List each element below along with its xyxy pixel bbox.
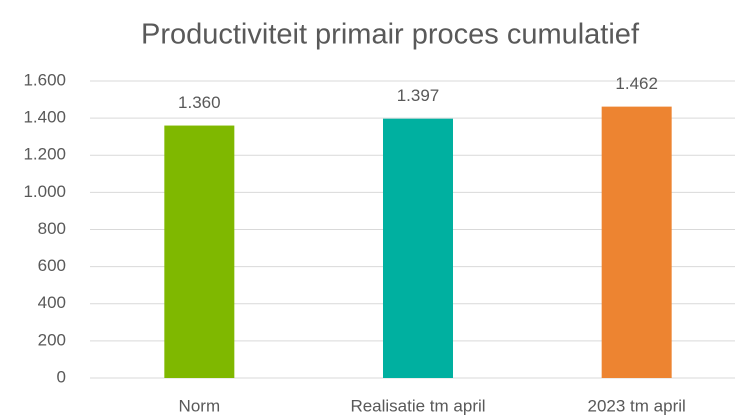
y-tick-label: 0 [57,367,66,386]
y-tick-label: 1.200 [23,145,66,164]
y-tick-label: 400 [38,293,66,312]
y-tick-label: 200 [38,330,66,349]
x-tick-label: Norm [179,396,221,415]
x-tick-label: 2023 tm april [588,396,686,415]
y-tick-label: 800 [38,219,66,238]
bar [383,118,453,378]
bar [164,125,235,378]
data-label: 1.397 [397,86,440,105]
x-tick-label: Realisatie tm april [350,396,485,415]
y-tick-label: 600 [38,256,66,275]
bar [601,106,672,379]
y-tick-label: 1.600 [23,70,66,89]
y-tick-label: 1.000 [23,182,66,201]
y-tick-label: 1.400 [23,108,66,127]
data-label: 1.360 [178,93,221,112]
chart-title: Productiviteit primair proces cumulatief [141,19,640,51]
data-label: 1.462 [615,74,658,93]
